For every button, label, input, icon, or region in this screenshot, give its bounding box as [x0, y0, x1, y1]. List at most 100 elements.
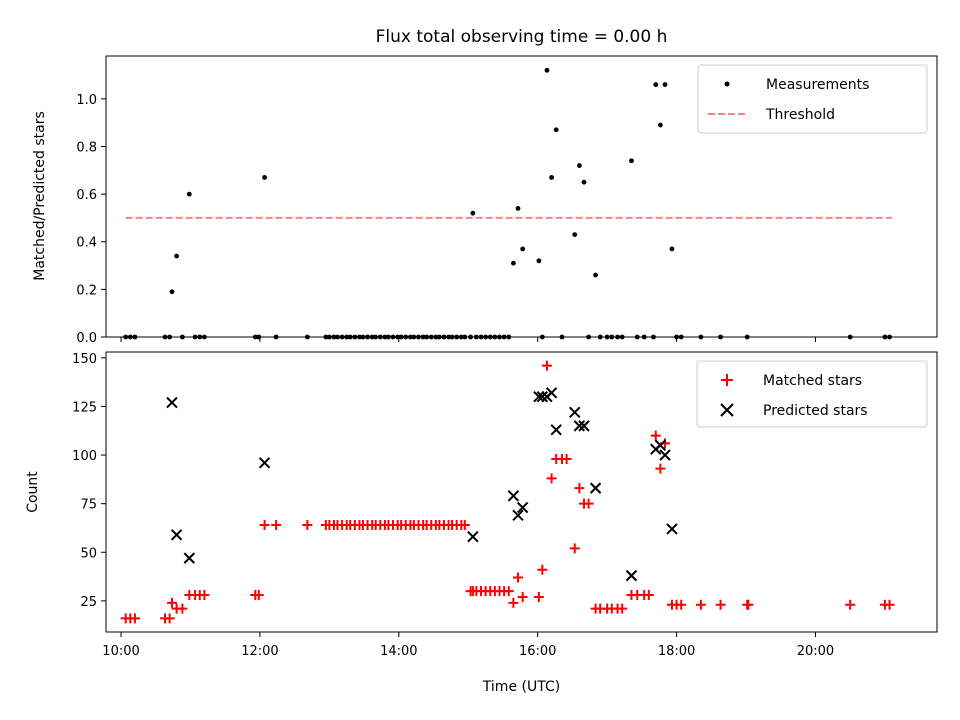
matched-stars-point — [845, 599, 856, 610]
measurements-point — [576, 163, 582, 168]
measurements-point — [581, 179, 587, 185]
top-y-tick-label: 0.2 — [76, 283, 97, 298]
matched-stars-point — [569, 543, 580, 554]
matched-stars-point — [655, 463, 666, 474]
legend-predicted-marker — [720, 403, 734, 417]
matched-stars-point — [541, 360, 552, 371]
top-legend-box — [697, 64, 928, 134]
bottom-plot-area — [120, 360, 895, 624]
bottom-axes: 10:00 12:00 14:00 16:00 18:00 20:00 25 50 75 100 1… — [72, 352, 834, 659]
matched-stars-point — [517, 592, 528, 602]
predicted-stars-point — [545, 387, 558, 399]
measurements-point — [515, 206, 521, 211]
predicted-stars-point — [654, 439, 667, 452]
bottom-legend-box — [696, 360, 928, 428]
matched-stars-point — [459, 520, 470, 531]
predicted-stars-point — [625, 569, 638, 582]
matched-stars-point — [199, 590, 210, 601]
measurements-point — [470, 210, 476, 216]
predicted-stars-point — [533, 391, 545, 403]
legend-measurements-label: Measurements — [766, 77, 869, 93]
measurements-point — [262, 175, 267, 180]
matched-stars-point — [561, 453, 572, 464]
matched-stars-point — [650, 430, 661, 441]
predicted-stars-point — [258, 457, 271, 469]
measurements-point — [629, 158, 634, 164]
matched-stars-point — [271, 520, 282, 531]
predicted-stars-point — [573, 420, 586, 432]
bottom-x-tick-label: 18:00 — [658, 644, 695, 659]
matched-stars-point — [537, 564, 548, 575]
legend-matched-label: Matched stars — [763, 373, 862, 389]
measurements-point — [669, 246, 675, 252]
measurements-point — [186, 191, 192, 197]
bottom-panel: Count Time (UTC) 10:00 12:00 14:00 16:00 18:… — [25, 351, 938, 695]
matched-stars-point — [715, 599, 726, 610]
bottom-x-tick-label: 20:00 — [797, 644, 834, 659]
matched-stars-point — [253, 590, 264, 601]
matched-stars-point — [676, 599, 687, 610]
measurements-point — [653, 82, 659, 87]
predicted-stars-point — [589, 482, 602, 494]
top-y-tick-label: 0.0 — [76, 331, 97, 346]
predicted-stars-point — [166, 396, 178, 409]
matched-stars-point — [503, 586, 514, 597]
measurements-point — [662, 82, 668, 87]
matched-stars-point — [513, 572, 524, 583]
matched-stars-point — [302, 520, 313, 531]
bottom-x-tick-label: 16:00 — [519, 644, 556, 659]
matched-stars-point — [743, 599, 754, 610]
matched-stars-point — [695, 599, 706, 610]
bottom-x-tick-label: 14:00 — [380, 644, 417, 659]
matched-stars-point — [129, 613, 140, 624]
bottom-plot-frame — [105, 351, 938, 633]
measurements-point — [553, 127, 559, 133]
top-plot-area — [123, 67, 892, 340]
top-legend: Measurements Threshold — [697, 64, 928, 134]
top-plot-frame — [105, 55, 938, 338]
bottom-y-tick-label: 150 — [72, 352, 97, 367]
legend-measurements-marker — [724, 81, 730, 87]
top-y-tick-label: 1.0 — [76, 93, 97, 108]
top-y-tick-label: 0.4 — [76, 236, 97, 251]
predicted-stars-point — [170, 529, 183, 541]
bottom-y-axis-label: Count — [25, 471, 41, 513]
predicted-stars-point — [550, 424, 562, 436]
top-y-tick-label: 0.8 — [76, 140, 97, 155]
measurements-point — [169, 289, 175, 295]
measurements-point — [510, 260, 516, 266]
measurements-point — [593, 272, 598, 278]
top-y-tick-label: 0.6 — [76, 188, 97, 203]
measurements-point — [572, 232, 578, 238]
bottom-y-tick-label: 125 — [72, 400, 97, 415]
bottom-legend: Matched stars Predicted stars — [696, 360, 928, 428]
predicted-stars-point — [536, 391, 549, 403]
matched-stars-point — [884, 599, 895, 610]
bottom-y-tick-label: 25 — [80, 595, 97, 610]
predicted-stars-point — [578, 420, 590, 432]
matched-stars-point — [546, 473, 557, 484]
measurements-point — [520, 246, 526, 252]
measurements-point — [549, 175, 554, 180]
matched-stars-point — [166, 597, 177, 608]
bottom-x-tick-label: 10:00 — [102, 644, 139, 659]
top-axes: 0.0 0.2 0.4 0.6 0.8 1.0 — [76, 93, 816, 346]
bottom-y-tick-label: 100 — [72, 449, 97, 464]
matched-stars-point — [617, 603, 628, 614]
predicted-stars-point — [183, 552, 196, 564]
matched-stars-point — [583, 498, 594, 509]
predicted-stars-point — [569, 406, 581, 418]
matched-stars-point — [164, 613, 175, 624]
bottom-x-axis-label: Time (UTC) — [482, 679, 560, 695]
matched-stars-point — [574, 483, 585, 494]
legend-matched-marker — [721, 374, 733, 386]
predicted-stars-point — [659, 449, 671, 461]
predicted-stars-point — [467, 531, 479, 543]
matched-stars-point — [259, 520, 270, 531]
top-chart-title: Flux total observing time = 0.00 h — [376, 27, 668, 47]
top-y-axis-label: Matched/Predicted stars — [32, 111, 48, 281]
matched-stars-point — [177, 603, 188, 614]
predicted-stars-point — [516, 501, 529, 514]
matched-stars-point — [508, 597, 519, 608]
